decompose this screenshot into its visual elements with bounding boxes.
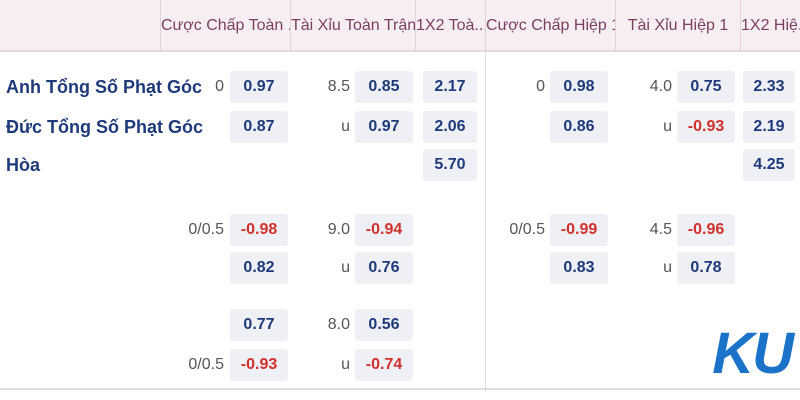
half-separator xyxy=(485,52,486,392)
handicap-line: u xyxy=(341,118,350,135)
odds-button[interactable]: 2.19 xyxy=(743,111,795,143)
handicap-line: u xyxy=(341,259,350,276)
logo: KU xyxy=(712,321,794,386)
odds-button[interactable]: 4.25 xyxy=(743,149,795,181)
handicap-line: 9.0 xyxy=(327,221,350,238)
odds-button[interactable]: 0.78 xyxy=(677,252,735,284)
team-name: Anh Tổng Số Phạt Góc xyxy=(6,77,202,97)
column-header[interactable]: Tài Xỉu Toàn Trận xyxy=(290,0,415,52)
team-name: Đức Tổng Số Phạt Góc xyxy=(6,117,204,137)
handicap-line: 4.5 xyxy=(649,221,672,238)
odds-button[interactable]: 0.87 xyxy=(230,111,288,143)
odds-button[interactable]: 0.97 xyxy=(355,111,413,143)
odds-button[interactable]: 0.75 xyxy=(677,71,735,103)
column-header[interactable]: Tài Xỉu Hiệp 1 xyxy=(615,0,740,52)
handicap-line: 0/0.5 xyxy=(509,221,545,238)
handicap-line: u xyxy=(341,356,350,373)
odds-button[interactable]: -0.93 xyxy=(230,349,288,381)
header-bar xyxy=(0,0,800,52)
odds-button[interactable]: 0.82 xyxy=(230,252,288,284)
column-header[interactable]: Cược Chấp Hiệp 1 xyxy=(485,0,615,52)
odds-button[interactable]: -0.96 xyxy=(677,214,735,246)
column-header[interactable]: Cược Chấp Toàn ... xyxy=(160,0,290,52)
handicap-line: 8.5 xyxy=(327,78,350,95)
odds-button[interactable]: 0.83 xyxy=(550,252,608,284)
odds-button[interactable]: -0.93 xyxy=(677,111,735,143)
odds-button[interactable]: 0.85 xyxy=(355,71,413,103)
handicap-line: 0 xyxy=(536,78,545,95)
odds-button[interactable]: 0.97 xyxy=(230,71,288,103)
column-header[interactable]: 1X2 Hiệ... xyxy=(740,0,800,52)
handicap-line: 8.0 xyxy=(327,316,350,333)
column-header[interactable]: 1X2 Toà... xyxy=(415,0,485,52)
odds-button[interactable]: 2.06 xyxy=(423,111,477,143)
odds-button[interactable]: -0.94 xyxy=(355,214,413,246)
team-name: Hòa xyxy=(6,155,41,175)
odds-button[interactable]: 0.56 xyxy=(355,309,413,341)
odds-button[interactable]: -0.74 xyxy=(355,349,413,381)
handicap-line: 0/0.5 xyxy=(188,221,224,238)
odds-button[interactable]: -0.99 xyxy=(550,214,608,246)
handicap-line: 4.0 xyxy=(649,78,672,95)
odds-button[interactable]: 2.33 xyxy=(743,71,795,103)
odds-button[interactable]: 0.98 xyxy=(550,71,608,103)
odds-button[interactable]: 0.76 xyxy=(355,252,413,284)
handicap-line: 0 xyxy=(215,78,224,95)
odds-button[interactable]: 2.17 xyxy=(423,71,477,103)
handicap-line: u xyxy=(663,259,672,276)
odds-button[interactable]: 5.70 xyxy=(423,149,477,181)
handicap-line: u xyxy=(663,118,672,135)
bottom-border xyxy=(0,388,800,390)
odds-button[interactable]: 0.77 xyxy=(230,309,288,341)
odds-button[interactable]: 0.86 xyxy=(550,111,608,143)
handicap-line: 0/0.5 xyxy=(188,356,224,373)
odds-button[interactable]: -0.98 xyxy=(230,214,288,246)
